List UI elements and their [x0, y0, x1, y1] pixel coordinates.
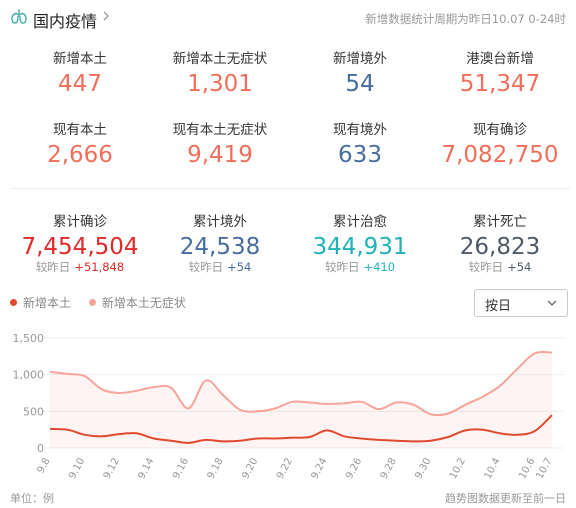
stat-total-cured: 累计治愈 344,931 较昨日 +410: [288, 210, 432, 275]
granularity-select[interactable]: 按日: [474, 289, 568, 317]
delta-label: 较昨日: [468, 260, 504, 274]
legend-item-new-local-asymptomatic[interactable]: 新增本土无症状: [88, 294, 186, 311]
stat-label: 现有本土无症状: [172, 122, 268, 138]
x-tick-label: 9.8: [35, 456, 52, 475]
x-tick-label: 9.26: [344, 456, 364, 481]
series-line-new-local: [49, 414, 553, 444]
stat-value: 24,538: [179, 234, 261, 260]
stat-value: 344,931: [312, 234, 408, 260]
x-tick-label: 9.20: [240, 456, 260, 481]
x-tick-label: 9.10: [67, 456, 87, 481]
legend-dot: [88, 299, 96, 306]
delta-value: +54: [227, 260, 252, 274]
x-tick-label: 9.12: [102, 456, 122, 481]
y-tick-label: 1,500: [13, 332, 45, 345]
stat-new-local: 新增本土 447: [8, 47, 152, 97]
stat-value: 26,823: [459, 234, 541, 260]
stat-current-local-asymptomatic: 现有本土无症状 9,419: [148, 118, 292, 168]
x-tick-label: 10.2: [448, 456, 468, 481]
series-line-new-local-asymptomatic: [49, 350, 553, 417]
stat-label: 现有本土: [53, 122, 107, 138]
legend-item-new-local[interactable]: 新增本土: [10, 294, 71, 311]
header: 国内疫情 新增数据统计周期为昨日10.07 0-24时: [0, 0, 576, 36]
stat-value: 7,082,750: [441, 142, 559, 168]
stat-label: 新增境外: [333, 51, 387, 67]
delta-value: +54: [507, 260, 532, 274]
stat-value: 1,301: [187, 71, 253, 97]
stat-value: 51,347: [459, 71, 541, 97]
stat-delta: 较昨日 +54: [148, 259, 292, 275]
chart-unit: 单位：例: [10, 492, 54, 505]
stat-value: 447: [58, 71, 102, 97]
stat-new-hk-mo-tw: 港澳台新增 51,347: [428, 47, 572, 97]
x-tick-label: 9.28: [379, 456, 399, 481]
chevron-down-icon: [547, 300, 557, 306]
delta-label: 较昨日: [188, 260, 224, 274]
stat-value: 9,419: [187, 142, 253, 168]
stat-current-imported: 现有境外 633: [288, 118, 432, 168]
x-tick-label: 9.22: [275, 456, 295, 481]
lung-icon: [11, 9, 27, 24]
x-tick-label: 10.6: [517, 456, 537, 481]
stat-value: 7,454,504: [21, 234, 139, 260]
stat-label: 累计治愈: [333, 214, 387, 230]
y-tick-label: 500: [23, 405, 44, 418]
delta-value: +51,848: [74, 260, 125, 274]
stat-current-confirmed: 现有确诊 7,082,750: [428, 118, 572, 168]
stat-delta: 较昨日 +51,848: [8, 259, 152, 275]
chevron-right-icon[interactable]: [100, 8, 112, 24]
x-tick-label: 9.18: [206, 456, 226, 481]
x-tick-label: 9.16: [171, 456, 191, 481]
stat-label: 累计确诊: [53, 214, 107, 230]
stat-new-imported: 新增境外 54: [288, 47, 432, 97]
trend-chart: 0 500 1,000 1,500 9.8 9.10 9.12 9.14 9.16 9.18 9.2…: [13, 332, 564, 481]
stat-label: 现有境外: [333, 122, 387, 138]
y-tick-label: 0: [37, 442, 44, 455]
stat-total-deaths: 累计死亡 26,823 较昨日 +54: [428, 210, 572, 275]
page-title[interactable]: 国内疫情: [33, 12, 98, 31]
x-tick-label: 10.4: [483, 456, 503, 481]
x-tick-label: 10.7: [534, 456, 554, 481]
stat-label: 累计死亡: [473, 214, 527, 230]
stat-current-local: 现有本土 2,666: [8, 118, 152, 168]
x-tick-label: 9.14: [136, 456, 156, 481]
series-area-new-local-asymptomatic: [50, 352, 552, 448]
stat-value: 633: [338, 142, 382, 168]
stat-total-imported: 累计境外 24,538 较昨日 +54: [148, 210, 292, 275]
stat-label: 新增本土: [53, 51, 107, 67]
granularity-select-value: 按日: [485, 299, 512, 314]
stat-label: 累计境外: [193, 214, 247, 230]
x-tick-label: 9.24: [309, 456, 329, 481]
stats-period-note: 新增数据统计周期为昨日10.07 0-24时: [365, 12, 566, 26]
legend-label: 新增本土: [23, 296, 72, 310]
stat-label: 现有确诊: [473, 122, 527, 138]
chart-legend: 新增本土 新增本土无症状: [10, 294, 200, 311]
stat-label: 新增本土无症状: [172, 51, 268, 67]
stat-delta: 较昨日 +54: [428, 259, 572, 275]
divider: [12, 188, 570, 189]
stat-new-local-asymptomatic: 新增本土无症状 1,301: [148, 47, 292, 97]
x-tick-label: 9.30: [413, 456, 433, 481]
stat-delta: 较昨日 +410: [288, 259, 432, 275]
stat-total-confirmed: 累计确诊 7,454,504 较昨日 +51,848: [8, 210, 152, 275]
stat-value: 54: [345, 71, 375, 97]
legend-dot: [10, 299, 17, 306]
delta-value: +410: [363, 260, 396, 274]
stat-value: 2,666: [47, 142, 113, 168]
delta-label: 较昨日: [324, 260, 360, 274]
legend-label: 新增本土无症状: [101, 296, 186, 310]
chart-update-note: 趋势图数据更新至前一日: [445, 492, 566, 505]
y-tick-label: 1,000: [13, 369, 45, 382]
delta-label: 较昨日: [35, 260, 71, 274]
stat-label: 港澳台新增: [466, 51, 534, 67]
